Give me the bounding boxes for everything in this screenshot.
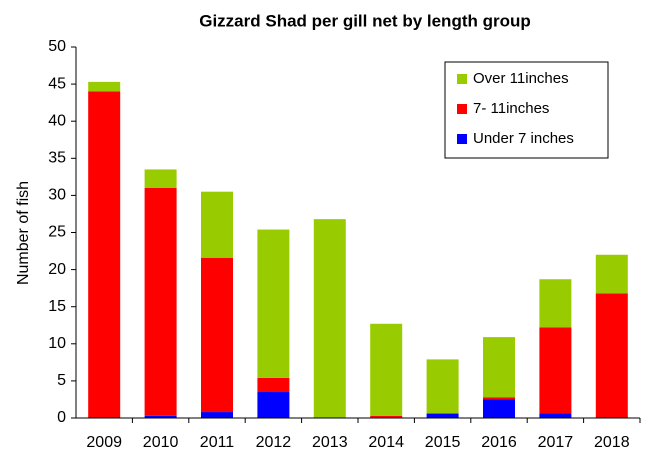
- bar-segment: [257, 377, 290, 393]
- y-tick-label: 15: [48, 298, 66, 315]
- bar-segment: [426, 413, 459, 418]
- x-tick-label: 2015: [425, 434, 461, 451]
- y-tick-label: 45: [48, 75, 66, 92]
- bar-segment: [595, 293, 628, 418]
- legend-swatch: [457, 74, 467, 84]
- legend-label: Over 11inches: [473, 70, 569, 87]
- y-tick-label: 50: [48, 38, 66, 55]
- bar-segment: [201, 412, 233, 418]
- bar-segment: [313, 219, 346, 418]
- bar-segment: [201, 191, 233, 258]
- y-axis-label: Number of fish: [15, 181, 32, 285]
- bar-segment: [257, 229, 290, 378]
- legend-swatch: [457, 104, 467, 114]
- bar-segment: [144, 415, 177, 418]
- bar-segment: [144, 169, 177, 188]
- legend-label: Under 7 inches: [473, 130, 574, 147]
- bar-segment: [426, 359, 459, 414]
- y-tick-label: 5: [57, 372, 66, 389]
- y-tick-label: 30: [48, 187, 66, 204]
- bar-segment: [483, 397, 515, 400]
- bar-segment: [539, 413, 572, 418]
- x-tick-label: 2016: [481, 434, 517, 451]
- bar-segment: [88, 91, 121, 419]
- chart-title: Gizzard Shad per gill net by length grou…: [199, 11, 531, 30]
- y-tick-label: 10: [48, 335, 66, 352]
- y-tick-label: 35: [48, 150, 66, 167]
- bar-segment: [595, 254, 628, 294]
- bar-segment: [539, 279, 572, 328]
- bar-segment: [483, 399, 515, 418]
- legend-box: [444, 61, 609, 159]
- bar-segment: [370, 415, 403, 418]
- bar-segment: [539, 327, 572, 414]
- x-tick-label: 2017: [538, 434, 574, 451]
- bar-segment: [257, 392, 290, 418]
- bar-segment: [483, 337, 515, 398]
- y-tick-label: 0: [57, 409, 66, 426]
- x-tick-label: 2009: [86, 434, 122, 451]
- bar-segment: [144, 187, 177, 416]
- legend-label: 7- 11inches: [473, 100, 549, 117]
- x-tick-label: 2010: [143, 434, 179, 451]
- y-tick-label: 25: [48, 224, 66, 241]
- x-tick-label: 2013: [312, 434, 348, 451]
- y-tick-label: 40: [48, 112, 66, 129]
- bar-segment: [370, 323, 403, 416]
- bar-segment: [201, 257, 233, 413]
- x-tick-label: 2011: [200, 434, 235, 451]
- x-tick-label: 2018: [594, 434, 630, 451]
- x-tick-label: 2014: [368, 434, 404, 451]
- legend-swatch: [457, 134, 467, 144]
- bar-segment: [88, 81, 121, 92]
- y-tick-label: 20: [48, 261, 66, 278]
- x-tick-label: 2012: [256, 434, 292, 451]
